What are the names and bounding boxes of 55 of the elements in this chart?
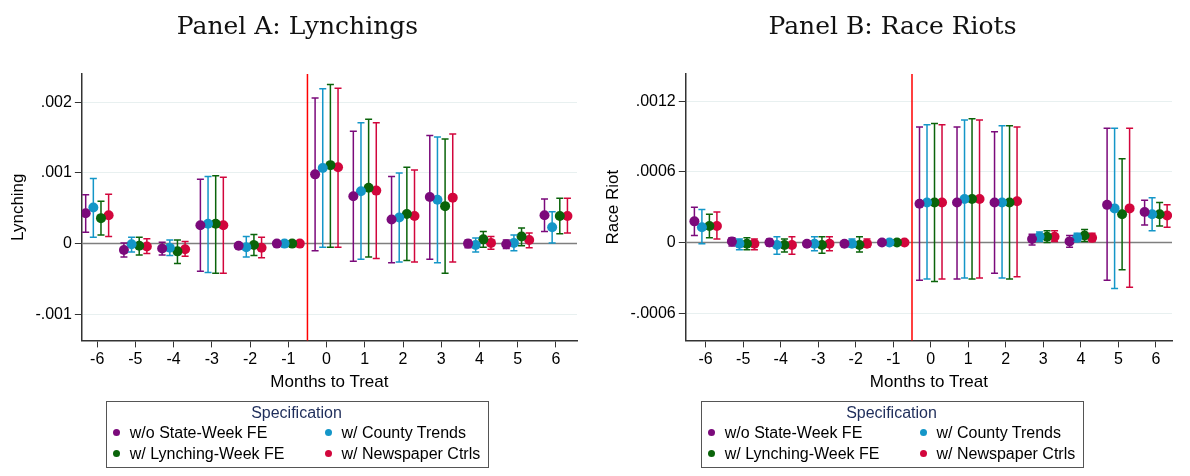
- y-tick-label: -.001: [35, 304, 72, 322]
- x-tick-label: -5: [128, 350, 143, 368]
- x-axis-title: Months to Treat: [270, 372, 389, 392]
- x-tick-label: -2: [242, 350, 258, 368]
- point: [271, 238, 282, 249]
- x-axis-title: Months to Treat: [869, 372, 989, 392]
- y-tick-label: .002: [40, 92, 72, 110]
- legend-label: w/ Newspaper Ctrls: [341, 444, 481, 464]
- x-tick-label: 1: [360, 350, 370, 368]
- legend-label: w/ County Trends: [936, 423, 1062, 443]
- legend-label: w/ Newspaper Ctrls: [936, 444, 1076, 464]
- y-axis-title: Race Riot: [602, 169, 622, 245]
- legend-title: Specification: [845, 404, 938, 422]
- x-tick-label: 6: [551, 350, 561, 368]
- x-tick-label: 1: [963, 350, 973, 368]
- x-tick-label: 5: [513, 350, 523, 368]
- x-tick-label: 3: [436, 350, 446, 368]
- x-tick-label: 6: [1151, 350, 1161, 368]
- point: [233, 240, 244, 251]
- x-tick-label: -1: [281, 350, 296, 368]
- legend-label: w/ County Trends: [341, 423, 467, 443]
- x-tick-label: -4: [166, 350, 181, 368]
- y-tick-label: .001: [40, 163, 72, 181]
- y-tick-label: 0: [666, 232, 676, 250]
- x-tick-label: 2: [398, 350, 408, 368]
- point: [839, 238, 850, 249]
- x-tick-label: 0: [926, 350, 936, 368]
- legend-label: w/ Lynching-Week FE: [129, 444, 285, 464]
- x-tick-label: -4: [773, 350, 788, 368]
- x-tick-label: 3: [1038, 350, 1048, 368]
- y-tick-label: .0012: [635, 91, 676, 109]
- point: [81, 208, 91, 219]
- y-axis-title: Lynching: [7, 173, 27, 241]
- y-tick-label: -.0006: [630, 303, 676, 321]
- legend-label: w/o State-Week FE: [724, 423, 863, 443]
- x-tick-label: 2: [1001, 350, 1011, 368]
- x-tick-label: 4: [1076, 350, 1086, 368]
- y-tick-label: 0: [62, 234, 72, 251]
- point: [876, 237, 887, 248]
- chart-title: Panel A: Lynchings: [176, 10, 419, 42]
- legend-title: Specification: [250, 404, 343, 422]
- x-tick-label: -3: [811, 350, 826, 368]
- legend-label: w/o State-Week FE: [129, 423, 268, 443]
- x-tick-label: -6: [698, 350, 713, 368]
- x-tick-label: -2: [848, 350, 863, 368]
- x-tick-label: -5: [736, 350, 751, 368]
- x-tick-label: 4: [475, 350, 485, 368]
- y-tick-label: .0006: [635, 162, 676, 180]
- x-tick-label: 0: [322, 350, 332, 368]
- legend-label: w/ Lynching-Week FE: [724, 444, 880, 464]
- x-tick-label: 5: [1113, 350, 1123, 368]
- chart-title: Panel B: Race Riots: [768, 10, 1017, 42]
- x-tick-label: -1: [886, 350, 901, 368]
- x-tick-label: -6: [90, 350, 105, 368]
- x-tick-label: -3: [204, 350, 220, 368]
